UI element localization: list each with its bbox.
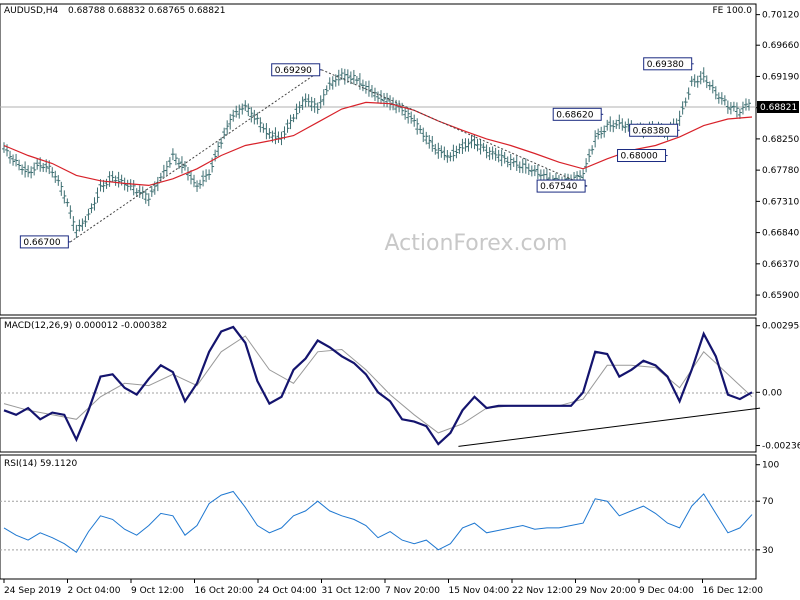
time-tick-label: 24 Oct 04:00 <box>258 586 317 596</box>
rsi-tick-label: 30 <box>762 546 774 556</box>
rsi-axis: 100 70 30 <box>756 461 779 556</box>
rsi-tick-label: 70 <box>762 497 774 507</box>
macd-axis: 0.002958 0.00 -0.002364 <box>756 322 800 452</box>
macd-panel-border <box>0 317 757 453</box>
rsi-panel-border <box>0 454 757 580</box>
annotation-box <box>617 149 667 163</box>
rsi-title: RSI(14) 59.1120 <box>4 459 77 469</box>
time-tick-label: 31 Oct 12:00 <box>322 586 381 596</box>
time-tick-label: 9 Dec 04:00 <box>639 586 694 596</box>
price-tick-label: 0.66370 <box>762 260 799 270</box>
time-tick-label: 16 Dec 12:00 <box>703 586 764 596</box>
annotation-label: 0.67540 <box>540 182 577 192</box>
price-axis: 0.701200.696600.691900.687200.682500.677… <box>756 11 799 301</box>
macd-title: MACD(12,26,9) 0.000012 -0.000382 <box>4 321 167 331</box>
rsi-panel: RSI(14) 59.1120 100 70 30 <box>0 454 779 580</box>
macd-trendline-segment <box>458 407 761 447</box>
macd-tick-label: -0.002364 <box>762 442 800 452</box>
price-tick-label: 0.67310 <box>762 197 799 207</box>
time-tick-label: 9 Oct 12:00 <box>131 586 184 596</box>
macd-tick-label: 0.002958 <box>762 322 800 332</box>
time-tick-label: 15 Nov 04:00 <box>449 586 510 596</box>
current-price-tag <box>757 101 799 113</box>
annotation-label: 0.69290 <box>275 66 312 76</box>
annotation-box <box>536 179 586 193</box>
annotation-label: 0.68380 <box>633 126 670 136</box>
price-tick-label: 0.67780 <box>762 166 799 176</box>
time-tick-label: 24 Sep 2019 <box>4 586 61 596</box>
fib-trendlines <box>70 69 588 243</box>
time-axis: 24 Sep 2019 2 Oct 04:00 9 Oct 12:00 16 Oct … <box>3 579 764 596</box>
macd-tick-label: 0.00 <box>762 388 782 398</box>
time-tick-label: 16 Oct 20:00 <box>195 586 254 596</box>
watermark: ActionForex.com <box>385 231 568 256</box>
price-annotations: 0.66700 0.69290 0.68620 0.69380 0.68380 0.680… <box>19 57 694 249</box>
annotation-box <box>552 107 602 121</box>
annotation-label: 0.68000 <box>621 152 658 162</box>
current-price-value: 0.68821 <box>760 103 797 113</box>
price-trendline <box>321 69 588 187</box>
macd-panel: MACD(12,26,9) 0.000012 -0.000382 0.00295… <box>0 317 800 453</box>
macd-signal-line <box>3 335 753 434</box>
time-tick-label: 2 Oct 04:00 <box>68 586 121 596</box>
price-tick-label: 0.70120 <box>762 11 799 21</box>
price-tick-label: 0.69660 <box>762 41 799 51</box>
annotation-label: 0.68620 <box>556 110 593 120</box>
rsi-levels <box>0 500 756 551</box>
annotation-label: 0.66700 <box>23 238 60 248</box>
price-tick-label: 0.65900 <box>762 291 799 301</box>
time-tick-label: 7 Nov 20:00 <box>385 586 440 596</box>
symbol-label: AUDUSD,H4 <box>4 6 59 16</box>
annotation-box <box>271 63 321 77</box>
time-tick-label: 22 Nov 12:00 <box>512 586 573 596</box>
annotation-box <box>19 235 69 249</box>
price-bars <box>2 67 751 239</box>
price-trendline <box>70 69 322 243</box>
price-tick-label: 0.68250 <box>762 135 799 145</box>
time-tick-label: 29 Nov 20:00 <box>576 586 637 596</box>
rsi-line <box>3 490 753 554</box>
annotation-label: 0.69380 <box>647 60 684 70</box>
macd-line <box>3 325 753 446</box>
price-tick-label: 0.66840 <box>762 229 799 239</box>
moving-average-line <box>3 101 753 187</box>
rsi-tick-label: 100 <box>762 461 779 471</box>
ohlc-label: 0.68788 0.68832 0.68765 0.68821 <box>68 6 225 16</box>
annotation-box <box>643 57 693 71</box>
price-panel: 0.701200.696600.691900.687200.682500.677… <box>0 3 799 316</box>
macd-trendline <box>458 407 761 447</box>
annotation-box <box>629 123 679 137</box>
price-tick-label: 0.69190 <box>762 72 799 82</box>
fe-label: FE 100.0 <box>713 6 753 16</box>
price-panel-border <box>0 3 757 316</box>
